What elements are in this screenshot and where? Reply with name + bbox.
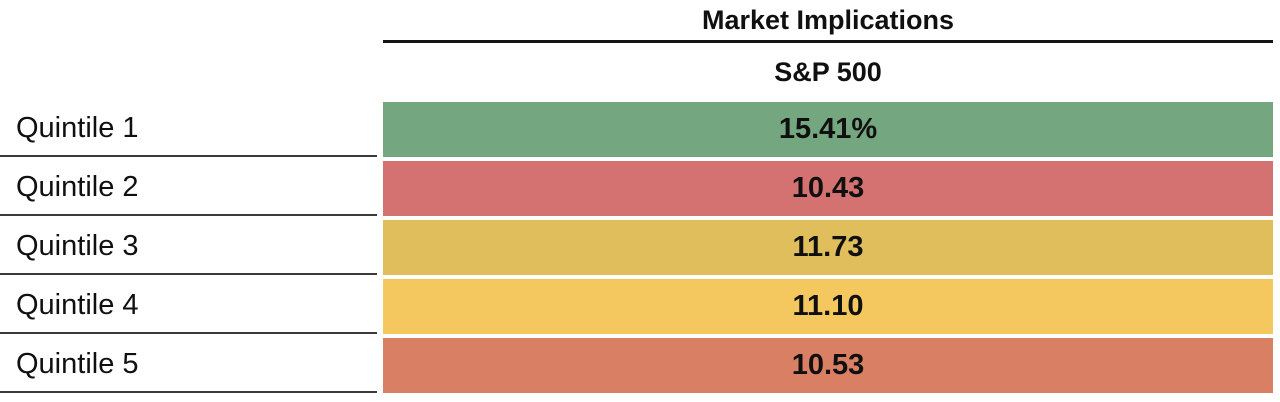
value-cell: 11.10 xyxy=(383,279,1273,334)
row-label: Quintile 5 xyxy=(0,338,377,393)
table-title: Market Implications xyxy=(383,0,1273,43)
row-label: Quintile 4 xyxy=(0,279,377,334)
table-row: Quintile 1 15.41% xyxy=(0,102,1280,157)
table-row: Quintile 3 11.73 xyxy=(0,220,1280,275)
value-cell: 15.41% xyxy=(383,102,1273,157)
table-body: Quintile 1 15.41% Quintile 2 10.43 Quint… xyxy=(0,102,1280,393)
table-row: Quintile 5 10.53 xyxy=(0,338,1280,393)
table-row: Quintile 4 11.10 xyxy=(0,279,1280,334)
table-row: Quintile 2 10.43 xyxy=(0,161,1280,216)
table-header: Market Implications S&P 500 xyxy=(383,0,1273,102)
value-cell: 10.43 xyxy=(383,161,1273,216)
value-cell: 11.73 xyxy=(383,220,1273,275)
row-label: Quintile 3 xyxy=(0,220,377,275)
row-label: Quintile 1 xyxy=(0,102,377,157)
value-cell: 10.53 xyxy=(383,338,1273,393)
row-label: Quintile 2 xyxy=(0,161,377,216)
column-header-sp500: S&P 500 xyxy=(774,57,882,87)
